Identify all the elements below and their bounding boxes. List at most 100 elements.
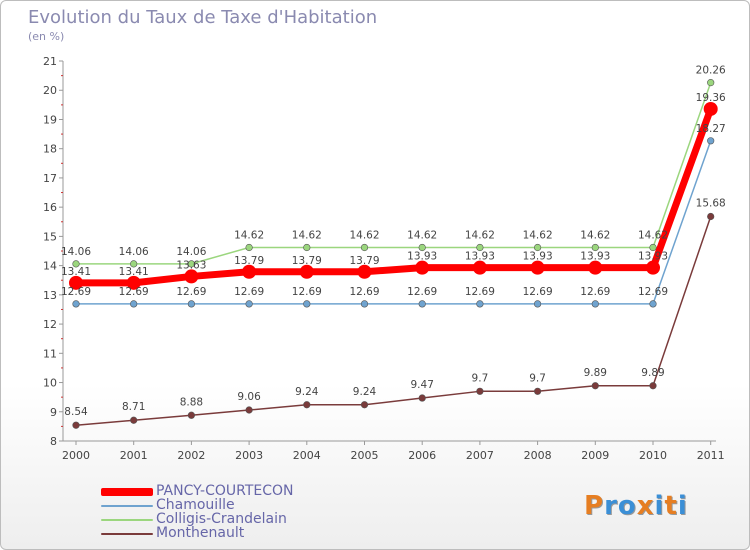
- data-point: [649, 382, 657, 390]
- data-point: [187, 260, 195, 268]
- data-label: 9.89: [641, 367, 664, 379]
- y-tick-label: 14: [43, 260, 57, 273]
- legend-swatch: [101, 533, 153, 535]
- x-tick-label: 2005: [351, 449, 379, 462]
- data-point: [245, 406, 253, 414]
- y-tick-label: 20: [43, 84, 57, 97]
- data-point: [415, 260, 430, 275]
- data-label: 14.62: [349, 229, 379, 241]
- data-label: 14.62: [523, 229, 553, 241]
- x-tick-label: 2002: [177, 449, 205, 462]
- data-label: 12.69: [176, 286, 206, 298]
- data-point: [126, 275, 141, 290]
- y-tick-label: 17: [43, 172, 57, 185]
- line-chart: 8 9 10 11 12 13 14 15 16 17 18 19 20 21 2000 2001 2002 20…: [43, 55, 726, 462]
- data-point: [707, 212, 715, 221]
- y-tick-label: 19: [43, 113, 57, 126]
- legend-label: Monthenault: [156, 525, 245, 541]
- y-tick-label: 10: [43, 377, 57, 390]
- data-point: [476, 387, 484, 395]
- data-label: 14.06: [176, 246, 206, 258]
- data-label: 15.68: [696, 198, 726, 210]
- data-point: [360, 300, 369, 308]
- data-label: 14.62: [234, 229, 264, 241]
- data-point: [242, 264, 257, 279]
- data-point: [472, 260, 487, 275]
- x-tick-label: 2010: [639, 449, 667, 462]
- series-monthenault: [72, 212, 715, 429]
- legend-swatch: [101, 505, 153, 507]
- y-tick-label: 21: [43, 55, 57, 68]
- legend-label: Chamouille: [156, 497, 235, 513]
- data-point: [303, 401, 311, 409]
- data-label: 13.41: [61, 266, 91, 278]
- data-label: 13.79: [234, 255, 264, 267]
- data-point: [707, 137, 715, 145]
- y-tick-label: 13: [43, 289, 57, 302]
- data-point: [707, 79, 715, 87]
- series-colligis-crandelain: [72, 79, 715, 268]
- data-label: 9.24: [353, 386, 377, 398]
- data-label: 8.88: [180, 396, 203, 408]
- x-tick-label: 2009: [581, 449, 609, 462]
- y-tick-label: 12: [43, 318, 57, 331]
- data-label: 12.69: [292, 286, 322, 298]
- y-tick-label: 9: [50, 406, 57, 419]
- series-line: [72, 105, 715, 287]
- data-point: [703, 101, 718, 116]
- data-label: 9.47: [411, 379, 434, 391]
- data-label: 14.62: [580, 229, 610, 241]
- data-point: [245, 243, 253, 252]
- data-label: 13.93: [465, 251, 495, 263]
- data-point: [303, 243, 311, 252]
- data-point: [130, 416, 138, 424]
- data-point: [649, 243, 657, 252]
- x-tick-label: 2007: [466, 449, 494, 462]
- x-tick-label: 2011: [697, 449, 725, 462]
- data-point: [530, 260, 545, 275]
- proxiti-logo: Proxiti: [584, 491, 688, 521]
- data-point: [245, 300, 253, 308]
- data-point: [130, 260, 138, 268]
- series-line: [75, 140, 712, 305]
- data-point: [187, 411, 195, 419]
- data-point: [299, 264, 314, 279]
- y-tick-label: 18: [43, 143, 57, 156]
- y-tick-label: 11: [43, 347, 57, 360]
- data-point: [591, 243, 599, 252]
- data-label: 12.69: [465, 286, 495, 298]
- data-label: 13.93: [407, 251, 437, 263]
- legend-label: Colligis-Crandelain: [156, 511, 287, 527]
- data-point: [649, 300, 657, 308]
- data-point: [72, 421, 80, 429]
- legend-swatch: [101, 488, 153, 496]
- data-label: 18.27: [696, 123, 726, 135]
- data-label: 12.69: [638, 286, 668, 298]
- x-tick-label: 2000: [62, 449, 90, 462]
- data-point: [187, 300, 195, 308]
- y-tick-label: 16: [43, 201, 57, 214]
- data-point: [130, 300, 138, 308]
- data-point: [360, 401, 369, 409]
- x-tick-label: 2001: [120, 449, 148, 462]
- chart-title: Evolution du Taux de Taxe d'Habitation: [28, 7, 378, 28]
- data-point: [72, 300, 80, 308]
- data-point: [184, 269, 199, 284]
- data-label: 9.24: [295, 386, 319, 398]
- data-label: 13.79: [349, 255, 379, 267]
- data-point: [591, 300, 599, 308]
- y-tick-label: 15: [43, 230, 57, 243]
- data-point: [303, 300, 311, 308]
- data-label: 14.62: [638, 229, 668, 241]
- data-label: 12.69: [119, 286, 149, 298]
- data-point: [476, 243, 484, 252]
- data-label: 13.93: [523, 251, 553, 263]
- data-label: 12.69: [580, 286, 610, 298]
- series-pancy-courtecon: [69, 101, 718, 290]
- data-label: 14.62: [292, 229, 322, 241]
- data-point: [418, 300, 426, 308]
- x-tick-label: 2004: [293, 449, 321, 462]
- data-label: 14.62: [407, 229, 437, 241]
- x-tick-label: 2003: [235, 449, 263, 462]
